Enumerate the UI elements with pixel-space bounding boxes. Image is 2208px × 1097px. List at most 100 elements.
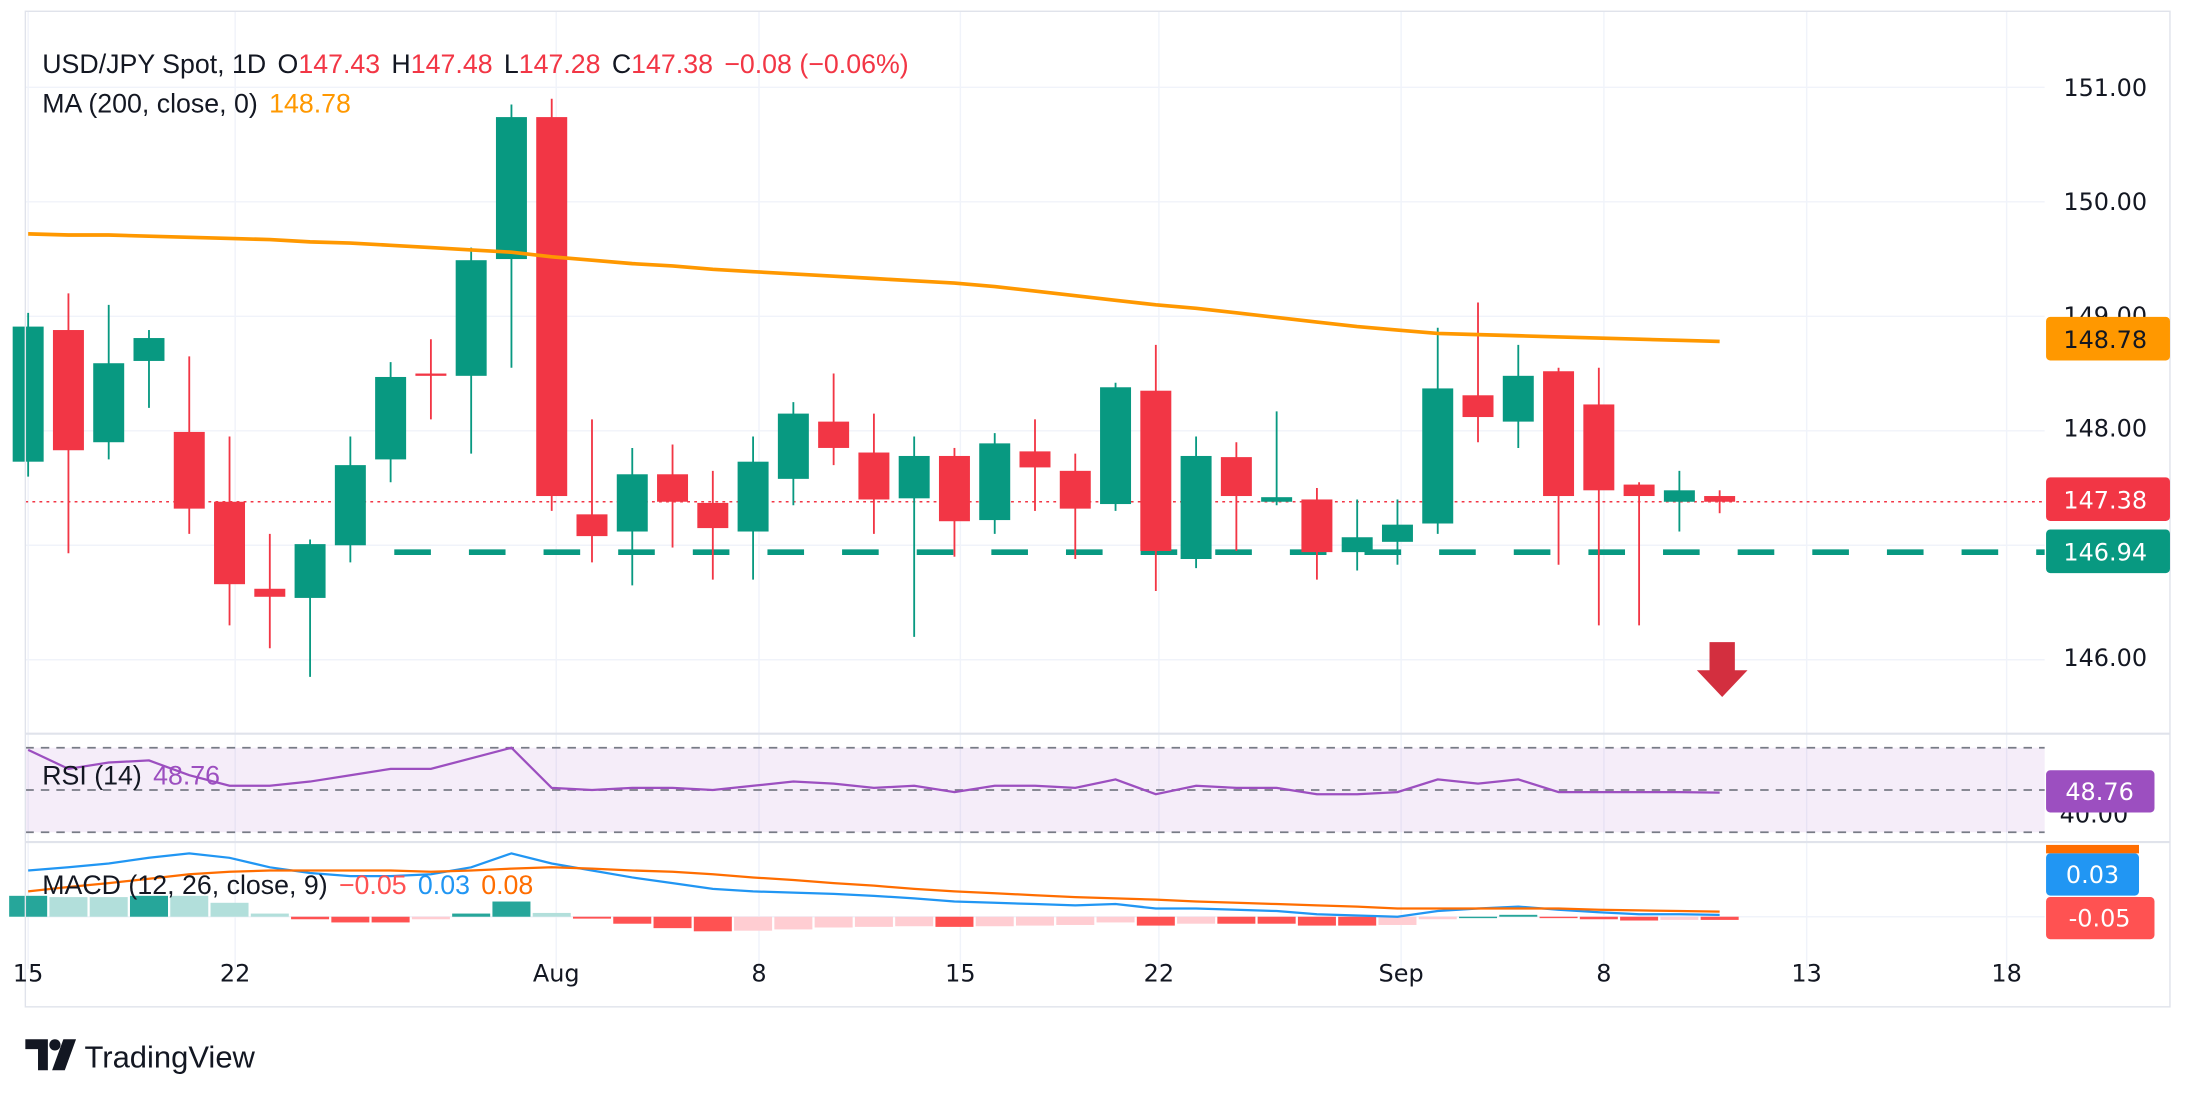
- candle: [334, 436, 366, 563]
- macd-histogram-bar: [814, 916, 853, 928]
- candle-body: [173, 431, 205, 509]
- last-price-tag: [2046, 477, 2170, 522]
- macd-histogram-bar: [1700, 916, 1739, 920]
- candle: [1301, 488, 1333, 580]
- candle-body: [1059, 470, 1091, 509]
- candle: [1422, 327, 1454, 534]
- candle-body: [1543, 371, 1575, 497]
- candle-body: [1180, 455, 1212, 559]
- signal-line: [28, 866, 1720, 913]
- candle: [495, 104, 527, 368]
- price-tick: 151.00: [2063, 74, 2147, 102]
- candle-body: [1019, 451, 1051, 468]
- hist-tag: [2046, 897, 2155, 940]
- candle: [576, 419, 608, 563]
- candle: [415, 339, 447, 420]
- candle: [657, 444, 689, 548]
- candle: [858, 413, 890, 534]
- price-axis[interactable]: 151.00 150.00 149.00 148.00 146.00 148.7…: [2046, 74, 2170, 940]
- macd-histogram-bar: [854, 916, 893, 927]
- time-tick: 18: [1991, 960, 2021, 988]
- hist-tag-label: -0.05: [2069, 905, 2131, 933]
- candle-body: [1381, 524, 1413, 542]
- time-tick: 22: [1144, 960, 1174, 988]
- macd-histogram-bar: [129, 895, 168, 917]
- candle: [294, 539, 326, 677]
- macd-histogram-bar: [371, 916, 410, 923]
- candle: [1341, 499, 1373, 571]
- macd-histogram-bar: [734, 916, 773, 931]
- price-tick: 146.00: [2063, 644, 2147, 672]
- candle: [93, 304, 125, 460]
- candle-body: [1422, 388, 1454, 524]
- macd-histogram-bar: [1620, 916, 1659, 921]
- candle-body: [1140, 390, 1172, 551]
- macd-histogram-bar: [1539, 916, 1578, 919]
- candle: [777, 402, 809, 506]
- candle-body: [1301, 499, 1333, 553]
- candle-body: [1502, 375, 1534, 422]
- legend-macd: MACD (12, 26, close, 9) −0.05 0.03 0.08: [42, 870, 533, 900]
- candle: [1663, 470, 1695, 532]
- legend-ma: MA (200, close, 0) 148.78: [42, 89, 351, 119]
- legend-rsi: RSI (14) 48.76: [42, 760, 220, 790]
- candle-body: [455, 260, 487, 376]
- macd-histogram-bar: [1458, 916, 1498, 919]
- tradingview-wordmark: TradingView: [84, 1039, 255, 1074]
- candle: [254, 533, 286, 649]
- macd-histogram-bar: [452, 913, 491, 917]
- down-arrow-icon: [1696, 642, 1748, 698]
- time-tick: Aug: [533, 960, 580, 988]
- macd-histogram-bar: [1660, 916, 1699, 920]
- macd-histogram-bar: [9, 895, 48, 917]
- time-tick: 13: [1791, 960, 1821, 988]
- candle: [898, 436, 930, 637]
- macd-histogram-bar: [49, 897, 88, 917]
- candle-body: [697, 502, 729, 529]
- candle: [1261, 411, 1293, 506]
- time-tick: 15: [945, 960, 975, 988]
- candle-body: [737, 461, 769, 532]
- candle-body: [938, 455, 970, 522]
- candle-body: [254, 588, 286, 597]
- time-tick: Sep: [1379, 960, 1424, 988]
- macd-histogram-bar: [250, 913, 289, 917]
- macd-histogram-bar: [532, 912, 571, 917]
- time-axis[interactable]: 15 22 Aug 8 15 22 Sep 8 13 18: [13, 960, 2022, 988]
- candle: [214, 436, 246, 626]
- macd-histogram-bar: [1015, 916, 1055, 926]
- macd-tag-label: 0.03: [2066, 861, 2119, 889]
- macd-line: [28, 852, 1720, 918]
- candle-body: [52, 330, 84, 451]
- candle: [133, 330, 165, 408]
- candle-body: [375, 376, 407, 460]
- macd-histogram-bar: [895, 916, 934, 927]
- candle-body: [536, 117, 568, 497]
- candle: [1059, 453, 1091, 559]
- candle-body: [818, 421, 850, 448]
- candle-body: [1623, 484, 1655, 497]
- time-tick: 22: [220, 960, 250, 988]
- macd-histogram-bar: [1338, 916, 1377, 926]
- candle-body: [1341, 537, 1373, 553]
- candle-body: [1462, 395, 1494, 418]
- candle: [616, 447, 648, 586]
- candle: [455, 247, 487, 454]
- candle-body: [334, 465, 366, 546]
- ma-price-tag-label: 148.78: [2063, 326, 2147, 354]
- ma-price-tag: [2046, 316, 2170, 361]
- macd-histogram-bar: [492, 901, 531, 917]
- candle-body: [898, 455, 930, 499]
- candle-body: [214, 501, 246, 585]
- macd-histogram-bar: [411, 916, 450, 920]
- macd-histogram-bar: [935, 916, 974, 927]
- time-tick: 8: [751, 960, 766, 988]
- candle: [1381, 499, 1413, 565]
- macd-histogram-bar: [1378, 916, 1417, 925]
- candle: [979, 433, 1011, 534]
- macd-histogram-bar: [572, 916, 612, 919]
- candle: [1543, 367, 1575, 565]
- macd-histogram-bar: [89, 897, 128, 917]
- candle: [1704, 490, 1736, 514]
